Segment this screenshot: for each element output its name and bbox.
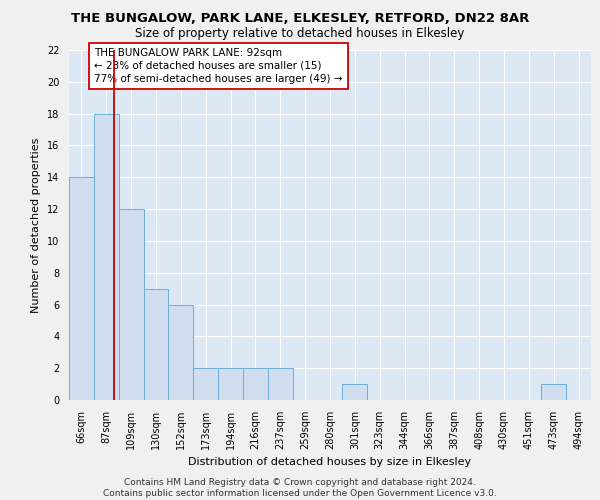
Bar [169, 304, 193, 400]
Text: Contains HM Land Registry data © Crown copyright and database right 2024.
Contai: Contains HM Land Registry data © Crown c… [103, 478, 497, 498]
Bar [218, 368, 243, 400]
Text: THE BUNGALOW PARK LANE: 92sqm
← 23% of detached houses are smaller (15)
77% of s: THE BUNGALOW PARK LANE: 92sqm ← 23% of d… [94, 48, 343, 84]
Y-axis label: Number of detached properties: Number of detached properties [31, 138, 41, 312]
Bar [343, 384, 367, 400]
Bar [243, 368, 268, 400]
Bar [69, 178, 94, 400]
Bar [143, 288, 169, 400]
Bar [541, 384, 566, 400]
Bar [193, 368, 218, 400]
Bar [268, 368, 293, 400]
Text: Size of property relative to detached houses in Elkesley: Size of property relative to detached ho… [136, 28, 464, 40]
Bar [94, 114, 119, 400]
Text: THE BUNGALOW, PARK LANE, ELKESLEY, RETFORD, DN22 8AR: THE BUNGALOW, PARK LANE, ELKESLEY, RETFO… [71, 12, 529, 26]
X-axis label: Distribution of detached houses by size in Elkesley: Distribution of detached houses by size … [188, 458, 472, 468]
Bar [119, 209, 143, 400]
